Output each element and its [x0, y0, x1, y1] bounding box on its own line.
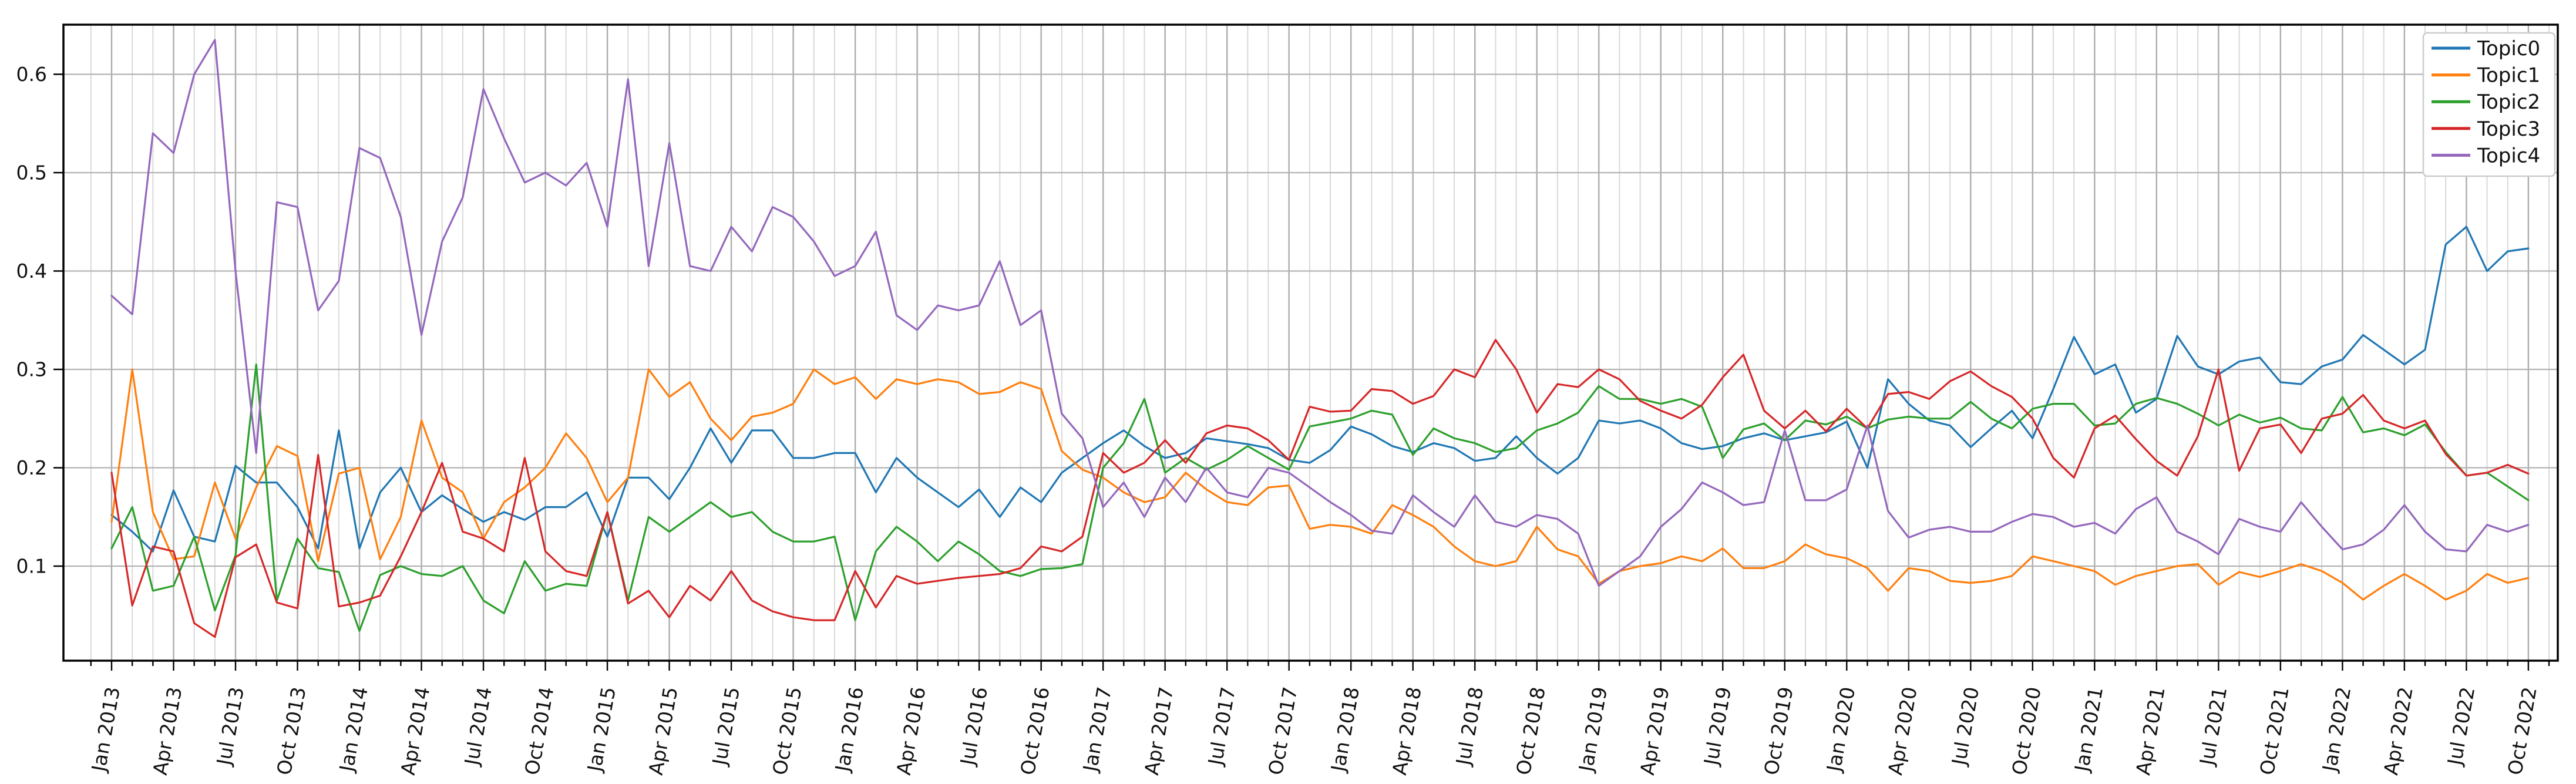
x-tick-label: Jan 2013	[87, 685, 125, 775]
x-tick-label: Oct 2015	[768, 685, 806, 777]
x-tick-label: Jan 2020	[1822, 685, 1859, 775]
x-tick-label: Oct 2013	[273, 685, 311, 777]
x-tick-label: Oct 2018	[1512, 685, 1550, 777]
y-tick-label: 0.6	[16, 63, 47, 86]
legend-label: Topic0	[2477, 37, 2540, 60]
horizontal-gridlines	[63, 73, 2558, 567]
legend-label: Topic1	[2477, 64, 2540, 88]
x-tick-label: Jul 2019	[1699, 685, 1736, 768]
x-tick-label: Jan 2015	[583, 685, 620, 775]
legend-item-topic3: Topic3	[2432, 117, 2540, 141]
x-tick-label: Jan 2019	[1574, 685, 1612, 775]
x-tick-label: Jul 2022	[2443, 685, 2479, 768]
y-tick-label: 0.1	[16, 555, 47, 578]
x-tick-label: Apr 2021	[2131, 685, 2170, 777]
x-tick-label: Jan 2022	[2318, 685, 2355, 775]
x-tick-label: Jul 2018	[1451, 685, 1488, 768]
series-lines	[110, 39, 2530, 638]
x-tick-label: Jan 2014	[335, 685, 372, 775]
x-tick-label: Oct 2019	[1760, 685, 1798, 777]
axes-spines	[62, 23, 2559, 662]
x-tick-label: Oct 2014	[520, 685, 559, 777]
x-tick-label: Jul 2021	[2195, 685, 2231, 768]
x-tick-label: Oct 2022	[2503, 685, 2541, 777]
x-tick-label: Apr 2018	[1388, 685, 1426, 777]
x-tick-label: Jan 2016	[830, 685, 868, 775]
legend-label: Topic2	[2477, 90, 2540, 114]
x-tick-label: Apr 2019	[1636, 685, 1674, 777]
y-tick-label: 0.3	[16, 358, 47, 381]
legend-item-topic0: Topic0	[2432, 37, 2540, 60]
x-tick-label: Apr 2015	[644, 685, 682, 777]
x-tick-label: Oct 2020	[2007, 685, 2046, 777]
x-axis-ticks	[90, 661, 2550, 671]
y-tick-label: 0.5	[16, 161, 47, 184]
x-tick-label: Jul 2013	[212, 685, 248, 768]
series-line-topic2	[110, 363, 2530, 632]
series-line-topic4	[110, 39, 2530, 587]
legend-item-topic1: Topic1	[2432, 64, 2540, 88]
x-tick-label: Jul 2015	[708, 685, 744, 768]
x-tick-label: Apr 2017	[1140, 685, 1178, 777]
x-tick-label: Jan 2021	[2070, 685, 2107, 775]
y-tick-label: 0.2	[16, 456, 47, 479]
x-tick-label: Jul 2014	[460, 685, 496, 768]
x-tick-label: Jul 2020	[1947, 685, 1983, 768]
axes-box	[62, 23, 2559, 662]
x-tick-label: Apr 2014	[396, 685, 435, 777]
legend-item-topic4: Topic4	[2432, 144, 2540, 167]
x-axis-tick-labels: Jan 2013 Apr 2013 Jul 2013 Oct 2013 Jan 2014…	[87, 685, 2541, 777]
legend-label: Topic3	[2477, 117, 2540, 141]
series-line-topic1	[110, 368, 2530, 601]
y-axis-ticks	[53, 73, 63, 567]
x-tick-label: Oct 2017	[1264, 685, 1302, 777]
x-tick-label: Oct 2016	[1016, 685, 1054, 777]
series-line-topic3	[110, 339, 2530, 638]
x-tick-label: Jan 2017	[1078, 685, 1116, 775]
legend-item-topic2: Topic2	[2432, 90, 2540, 114]
x-tick-label: Jul 2016	[956, 685, 992, 768]
legend-frame	[2422, 32, 2556, 177]
x-tick-label: Apr 2020	[1884, 685, 1922, 777]
legend-label: Topic4	[2477, 144, 2540, 167]
x-tick-label: Jan 2018	[1326, 685, 1364, 775]
x-tick-label: Jul 2017	[1203, 685, 1240, 768]
x-tick-label: Apr 2016	[892, 685, 930, 777]
x-tick-label: Apr 2013	[149, 685, 187, 777]
x-tick-label: Apr 2022	[2379, 685, 2417, 777]
x-tick-label: Oct 2021	[2255, 685, 2293, 777]
series-line-topic0	[110, 226, 2530, 553]
y-tick-label: 0.4	[16, 260, 47, 282]
y-axis-tick-labels: 0.1 0.2 0.3 0.4 0.5 0.6	[16, 63, 47, 578]
